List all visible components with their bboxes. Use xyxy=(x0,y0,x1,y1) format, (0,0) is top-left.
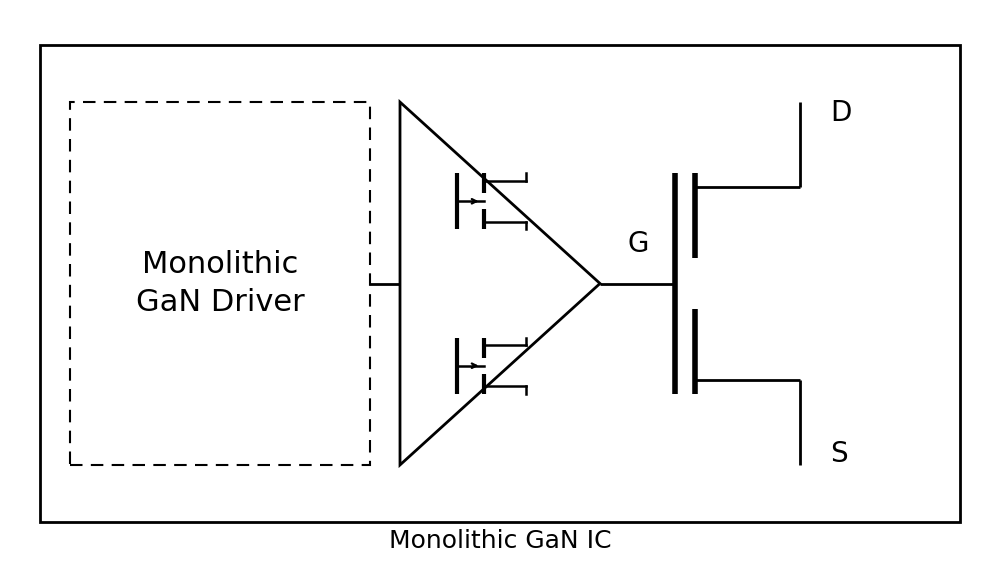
Bar xyxy=(70,102,370,465)
Text: G: G xyxy=(627,230,649,258)
Text: Monolithic GaN IC: Monolithic GaN IC xyxy=(389,530,611,553)
Text: D: D xyxy=(830,99,851,128)
Bar xyxy=(40,45,960,522)
Text: Monolithic
GaN Driver: Monolithic GaN Driver xyxy=(136,250,304,317)
Text: S: S xyxy=(830,439,848,468)
